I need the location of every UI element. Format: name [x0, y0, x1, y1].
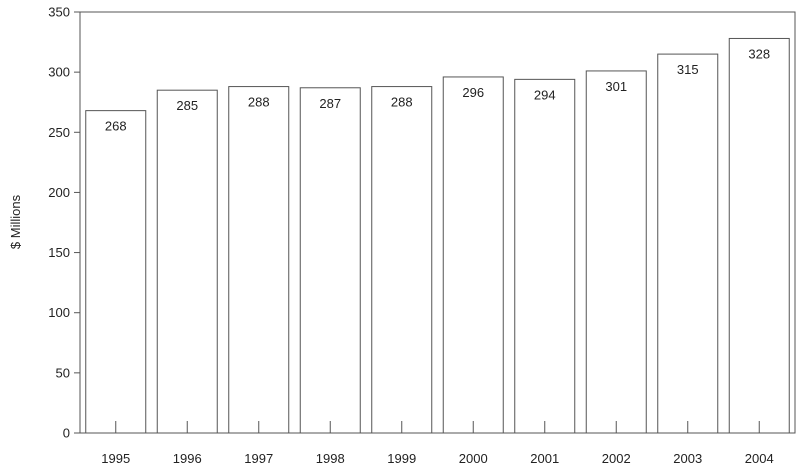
bar [442, 76, 504, 434]
bar [585, 70, 647, 434]
plot-area-frame [79, 11, 796, 434]
y-tick-label: 250 [48, 125, 70, 140]
bar [228, 86, 290, 434]
x-tick-label: 2003 [673, 451, 702, 466]
bar-data-label: 301 [605, 79, 627, 94]
bar-data-label: 296 [462, 85, 484, 100]
bar-data-label: 294 [534, 87, 556, 102]
y-tick-label: 200 [48, 185, 70, 200]
x-axis: 1995 1996 1997 1998 1999 2000 2001 2002 2003 2004 [101, 421, 774, 466]
bar-data-label: 315 [677, 62, 699, 77]
bar-data-label: 328 [748, 46, 770, 61]
bar [156, 89, 218, 434]
x-tick-label: 1996 [173, 451, 202, 466]
x-tick-label: 2001 [530, 451, 559, 466]
y-tick-label: 300 [48, 65, 70, 80]
bar-data-label: 288 [391, 95, 413, 110]
y-axis-title: $ Millions [8, 194, 23, 249]
bar [299, 87, 361, 434]
bar-data-label: 288 [248, 95, 270, 110]
bar-data-label: 268 [105, 119, 127, 134]
y-tick-label: 350 [48, 5, 70, 20]
bar [728, 37, 790, 434]
bar [85, 110, 147, 434]
bar [657, 53, 719, 434]
y-tick-label: 50 [56, 365, 70, 380]
bars: 268 285 288 287 288 296 294 301 315 328 [85, 37, 790, 434]
y-tick-label: 0 [63, 426, 70, 441]
x-tick-label: 1998 [316, 451, 345, 466]
bar-data-label: 287 [319, 96, 341, 111]
x-tick-label: 2004 [745, 451, 774, 466]
x-tick-label: 1995 [101, 451, 130, 466]
bar-data-label: 285 [176, 98, 198, 113]
x-tick-label: 1999 [387, 451, 416, 466]
x-tick-label: 2000 [459, 451, 488, 466]
bar [514, 78, 576, 434]
x-tick-label: 2002 [602, 451, 631, 466]
y-tick-label: 100 [48, 305, 70, 320]
y-axis: 0 50 100 150 200 250 300 350 [48, 5, 80, 441]
bar [371, 86, 433, 434]
y-tick-label: 150 [48, 245, 70, 260]
x-tick-label: 1997 [244, 451, 273, 466]
